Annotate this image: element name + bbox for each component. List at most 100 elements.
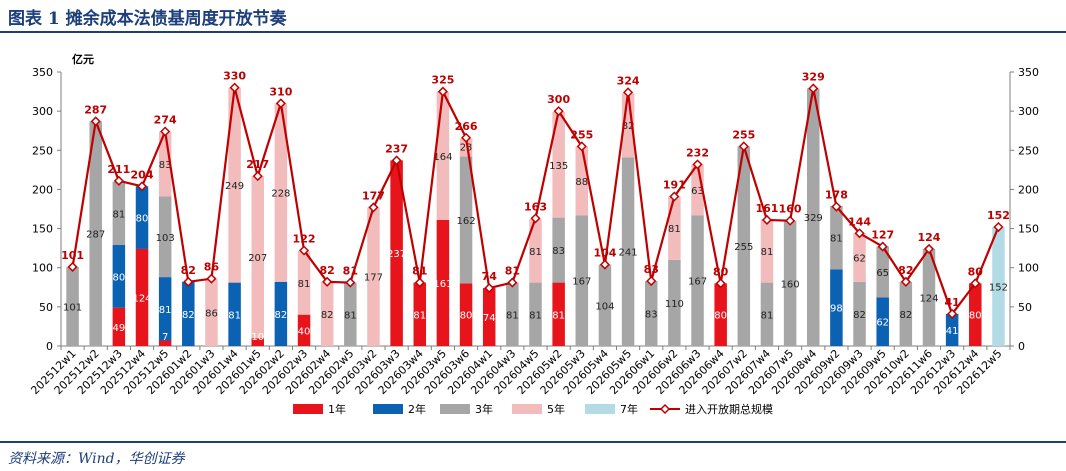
total-point — [461, 132, 472, 143]
total-point — [761, 214, 773, 226]
segment-value-label: 62 — [876, 318, 889, 329]
total-point — [831, 201, 842, 212]
bar-segment — [899, 281, 913, 346]
segment-value-label: 81 — [344, 310, 357, 321]
total-value-label: 81 — [343, 265, 358, 278]
bar-segment — [714, 283, 727, 346]
total-point — [923, 243, 935, 254]
legend-label: 3年 — [475, 402, 493, 416]
segment-value-label: 23 — [460, 143, 473, 154]
segment-value-label: 82 — [182, 310, 195, 321]
bar-segment — [135, 248, 149, 346]
bar-segment — [459, 283, 473, 346]
total-point — [993, 221, 1004, 233]
segment-value-label: 152 — [989, 283, 1008, 294]
total-point — [206, 273, 217, 284]
total-point — [414, 277, 425, 288]
segment-value-label: 81 — [761, 247, 774, 258]
bar-segment — [529, 219, 542, 283]
y-tick-label-left: 200 — [32, 183, 53, 196]
segment-value-label: 237 — [387, 249, 406, 260]
legend-label: 进入开放期总规模 — [685, 402, 773, 416]
bar-segment — [436, 219, 450, 346]
total-point — [67, 261, 78, 272]
segment-value-label: 41 — [946, 326, 959, 337]
segment-value-label: 110 — [665, 299, 684, 310]
total-value-label: 83 — [644, 263, 659, 276]
segment-value-label: 7 — [162, 332, 168, 343]
bar-segment — [158, 196, 172, 278]
total-point — [136, 181, 148, 192]
bar-segment — [969, 283, 982, 346]
bar-segment — [575, 215, 589, 346]
segment-value-label: 81 — [668, 224, 681, 235]
bar-segment — [274, 103, 288, 282]
total-value-label: 161 — [755, 202, 778, 215]
legend-swatch-marker — [659, 403, 671, 415]
bar-segment — [251, 176, 264, 339]
total-value-label: 310 — [269, 85, 292, 98]
total-value-label: 82 — [181, 264, 196, 277]
total-value-label: 101 — [61, 249, 84, 262]
chart-title: 图表 1 摊余成本法债基周度开放节奏 — [8, 9, 287, 29]
total-value-label: 191 — [663, 178, 686, 191]
segment-value-label: 81 — [228, 310, 241, 321]
y-tick-label-left: 150 — [32, 223, 53, 236]
legend-swatch-7年 — [585, 404, 615, 414]
total-value-label: 329 — [802, 70, 825, 83]
total-point — [785, 215, 796, 226]
total-point — [947, 308, 958, 319]
total-value-label: 266 — [455, 120, 478, 133]
segment-value-label: 63 — [691, 186, 704, 197]
segment-value-label: 81 — [830, 234, 843, 245]
total-value-label: 204 — [131, 168, 154, 181]
bar-segment — [205, 278, 218, 346]
total-point — [298, 245, 310, 256]
bar-segment — [830, 205, 843, 270]
legend-swatch-2年 — [373, 404, 403, 414]
total-point — [183, 276, 194, 287]
total-value-label: 74 — [482, 270, 498, 283]
segment-value-label: 88 — [575, 177, 588, 188]
segment-value-label: 82 — [321, 310, 334, 321]
segment-value-label: 228 — [271, 189, 290, 200]
total-point — [507, 277, 518, 288]
total-value-label: 41 — [944, 296, 959, 309]
segment-value-label: 104 — [595, 301, 614, 312]
legend-label: 1年 — [328, 402, 346, 416]
total-value-label: 124 — [918, 231, 941, 244]
segment-value-label: 81 — [761, 310, 774, 321]
segment-value-label: 81 — [529, 247, 542, 258]
bar-segment — [922, 248, 936, 346]
segment-value-label: 207 — [248, 253, 267, 264]
total-value-label: 211 — [107, 163, 130, 176]
segment-value-label: 83 — [159, 160, 172, 171]
total-value-label: 177 — [362, 189, 385, 202]
x-tick-labels: 202512w1202512w2202512w3202512w4202512w5… — [28, 347, 1004, 397]
segment-value-label: 80 — [460, 311, 473, 322]
footer-rule — [0, 441, 1066, 443]
bar-segment — [876, 246, 889, 298]
bar-segment — [482, 288, 496, 346]
total-value-label: 255 — [570, 128, 593, 141]
total-value-label: 330 — [223, 70, 246, 83]
bar-segment — [668, 196, 681, 260]
bar-segment — [691, 215, 704, 346]
segment-value-label: 103 — [156, 233, 175, 244]
bar-segment — [552, 217, 565, 283]
segment-value-label: 287 — [86, 230, 105, 241]
bar-segment — [320, 281, 334, 346]
bar-segment — [390, 160, 403, 346]
y-tick-label-right: 250 — [1018, 144, 1039, 157]
segment-value-label: 167 — [688, 277, 707, 288]
bar-segment — [413, 282, 427, 346]
total-point — [900, 276, 911, 287]
legend-label: 2年 — [408, 402, 426, 416]
bar-segment — [158, 277, 172, 341]
bar-segment — [112, 307, 126, 346]
y-tick-label-left: 50 — [39, 301, 53, 314]
bar-segment — [621, 157, 635, 346]
segment-value-label: 167 — [572, 277, 591, 288]
total-value-label: 237 — [385, 142, 408, 155]
